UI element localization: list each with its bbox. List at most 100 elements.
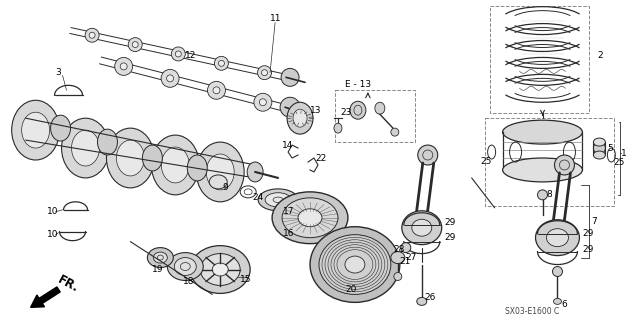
Text: 17: 17 xyxy=(283,207,294,216)
Ellipse shape xyxy=(89,32,95,38)
Ellipse shape xyxy=(254,93,272,111)
Ellipse shape xyxy=(503,120,582,144)
Ellipse shape xyxy=(171,47,185,61)
Text: 29: 29 xyxy=(445,218,456,227)
Ellipse shape xyxy=(259,99,266,106)
Text: 14: 14 xyxy=(282,140,294,149)
Ellipse shape xyxy=(401,243,411,252)
Ellipse shape xyxy=(200,253,240,285)
Ellipse shape xyxy=(402,211,441,244)
Ellipse shape xyxy=(128,38,142,52)
Ellipse shape xyxy=(62,118,110,178)
Ellipse shape xyxy=(257,66,271,80)
Text: 3: 3 xyxy=(55,68,61,77)
Ellipse shape xyxy=(350,101,366,119)
Ellipse shape xyxy=(206,154,234,190)
Text: 9: 9 xyxy=(222,183,228,192)
Ellipse shape xyxy=(265,193,291,207)
Text: 23: 23 xyxy=(340,108,352,117)
Ellipse shape xyxy=(394,273,402,280)
Text: 21: 21 xyxy=(400,257,412,266)
Ellipse shape xyxy=(547,229,568,247)
Text: FR.: FR. xyxy=(55,274,81,295)
Ellipse shape xyxy=(538,190,547,200)
Ellipse shape xyxy=(262,70,268,76)
Text: 8: 8 xyxy=(547,190,552,199)
Text: 16: 16 xyxy=(283,229,294,238)
Ellipse shape xyxy=(154,252,168,263)
Ellipse shape xyxy=(417,297,427,305)
Ellipse shape xyxy=(167,75,173,82)
Ellipse shape xyxy=(132,42,138,48)
Ellipse shape xyxy=(391,128,399,136)
Bar xyxy=(490,6,589,113)
Ellipse shape xyxy=(418,145,438,165)
Text: 20: 20 xyxy=(345,285,356,294)
Text: 15: 15 xyxy=(240,275,252,284)
Ellipse shape xyxy=(310,227,400,302)
Ellipse shape xyxy=(22,112,50,148)
Text: 28: 28 xyxy=(394,245,405,254)
Text: 7: 7 xyxy=(591,217,597,226)
Ellipse shape xyxy=(213,87,220,94)
Text: 27: 27 xyxy=(406,253,417,262)
Text: 6: 6 xyxy=(561,300,567,309)
Ellipse shape xyxy=(161,147,189,183)
Text: 29: 29 xyxy=(445,233,456,242)
Text: 18: 18 xyxy=(183,277,195,286)
Ellipse shape xyxy=(161,69,179,87)
Ellipse shape xyxy=(594,142,605,154)
Ellipse shape xyxy=(106,128,154,188)
Ellipse shape xyxy=(594,151,605,159)
Text: 10: 10 xyxy=(47,207,58,216)
Ellipse shape xyxy=(11,100,60,160)
Ellipse shape xyxy=(196,142,244,202)
Text: 29: 29 xyxy=(582,229,594,238)
Ellipse shape xyxy=(293,109,307,127)
Ellipse shape xyxy=(187,155,207,181)
Ellipse shape xyxy=(258,189,298,211)
Bar xyxy=(485,118,614,206)
Ellipse shape xyxy=(115,58,132,76)
Ellipse shape xyxy=(503,158,582,182)
Ellipse shape xyxy=(319,235,391,294)
Text: 25: 25 xyxy=(481,157,492,166)
Ellipse shape xyxy=(218,60,224,66)
Ellipse shape xyxy=(391,252,404,264)
Text: 26: 26 xyxy=(425,293,436,302)
Ellipse shape xyxy=(287,102,313,134)
Ellipse shape xyxy=(85,28,99,42)
Text: 29: 29 xyxy=(582,245,594,254)
Ellipse shape xyxy=(594,138,605,146)
Ellipse shape xyxy=(375,102,385,114)
Ellipse shape xyxy=(97,129,117,155)
Ellipse shape xyxy=(143,145,162,171)
Ellipse shape xyxy=(212,263,228,276)
Text: 11: 11 xyxy=(270,14,282,23)
Text: 5: 5 xyxy=(607,144,613,153)
Ellipse shape xyxy=(554,155,575,175)
Text: 25: 25 xyxy=(613,158,625,167)
Text: 13: 13 xyxy=(310,106,322,115)
Text: 19: 19 xyxy=(152,265,164,274)
Ellipse shape xyxy=(247,162,263,182)
Ellipse shape xyxy=(175,51,182,57)
Ellipse shape xyxy=(536,220,580,256)
Text: SX03-E1600 C: SX03-E1600 C xyxy=(505,307,560,316)
Ellipse shape xyxy=(190,246,250,293)
Ellipse shape xyxy=(208,81,225,99)
Text: 24: 24 xyxy=(252,193,263,202)
Text: 2: 2 xyxy=(598,51,603,60)
Ellipse shape xyxy=(175,258,196,276)
Ellipse shape xyxy=(345,256,365,273)
Ellipse shape xyxy=(280,97,300,117)
Text: 22: 22 xyxy=(315,154,326,163)
Ellipse shape xyxy=(215,56,229,70)
Ellipse shape xyxy=(552,267,562,276)
Ellipse shape xyxy=(209,175,227,189)
Ellipse shape xyxy=(334,123,342,133)
Ellipse shape xyxy=(120,63,127,70)
Ellipse shape xyxy=(298,209,322,227)
Ellipse shape xyxy=(272,192,348,244)
Ellipse shape xyxy=(152,135,199,195)
